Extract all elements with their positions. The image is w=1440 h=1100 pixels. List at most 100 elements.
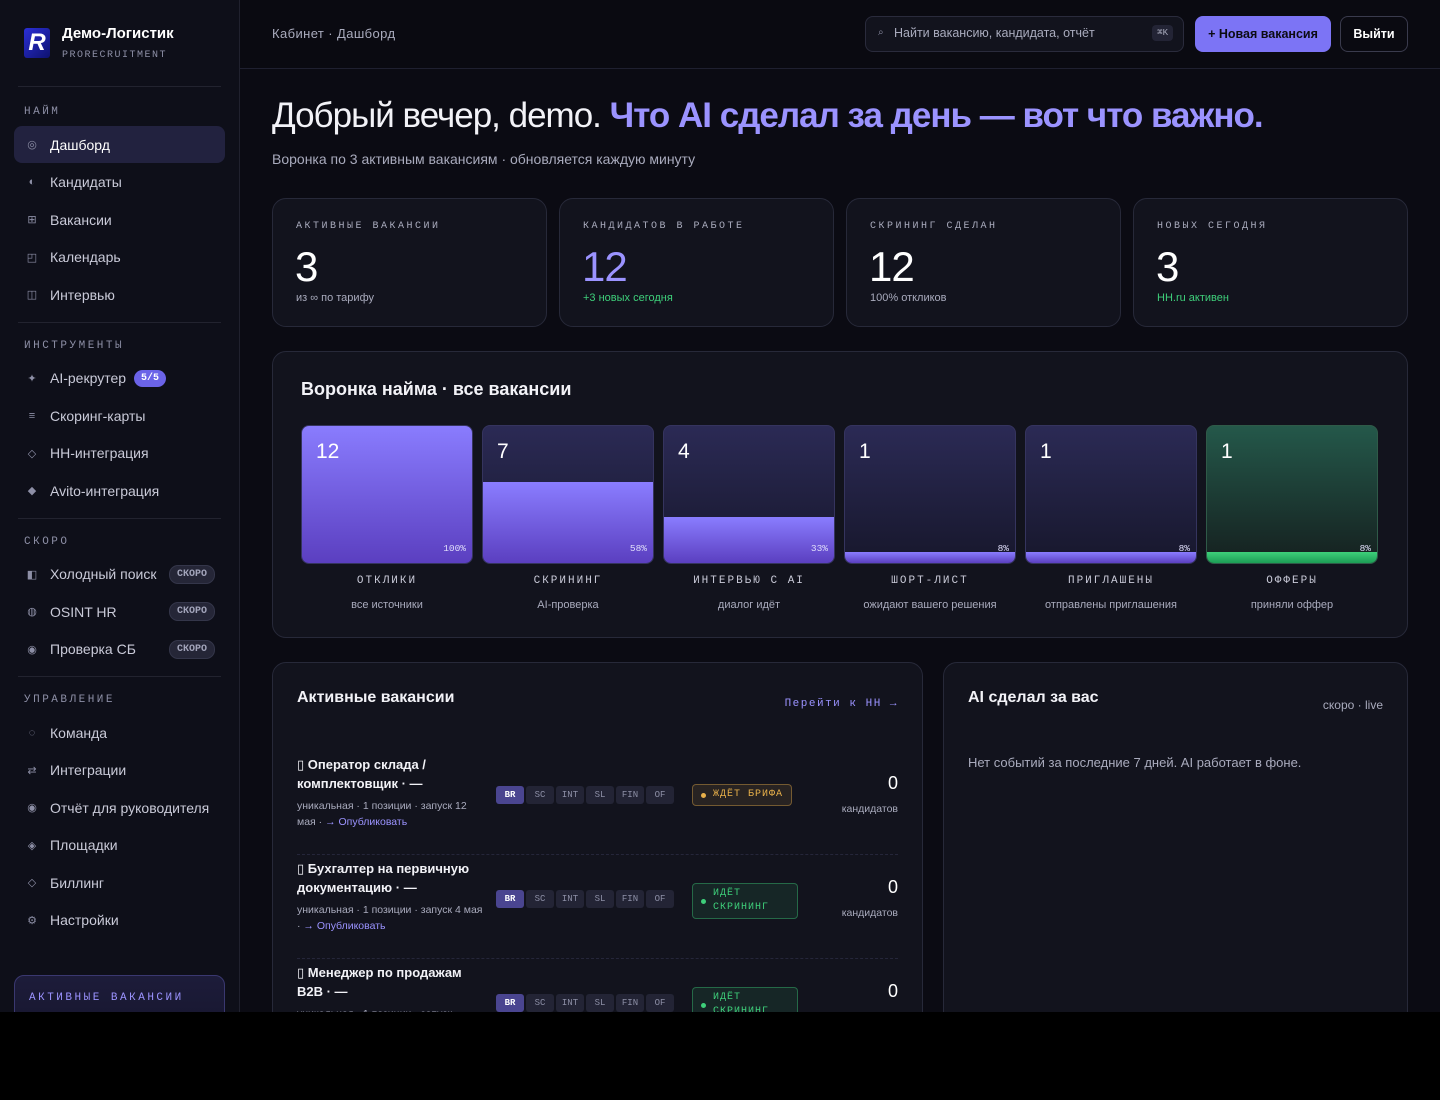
funnel-desc: ожидают вашего решения [863,599,997,611]
funnel-name: ИНТЕРВЬЮ С AI [693,575,805,587]
nav-item[interactable]: ◫ Интервью [14,276,225,313]
funnel-fill [483,482,653,563]
brand-sub: PRORECRUITMENT [62,50,168,61]
stage-chips: BR SC INT SL FIN OF [496,784,676,804]
status-dot [701,898,706,904]
vacancy-action[interactable]: → Опубликовать [303,920,386,932]
badge: СКОРО [168,602,215,621]
nav-icon: ◆ [27,485,37,497]
status: ЖДЁТ БРИФА [692,784,793,806]
funnel-desc: все источники [351,599,423,611]
nav-icon: ◍ [27,606,37,618]
search[interactable]: ⌕ Найти вакансию, кандидата, отчёт ⌘K [865,16,1184,52]
nav-label: Интервью [50,286,115,303]
nav-icon: ⚙ [27,914,37,927]
stat-value: 12 [869,243,915,290]
vacancy-icon: ▯ [297,965,305,980]
hero-subtitle: Воронка по 3 активным вакансиям · обновл… [272,151,696,167]
vacancy-count: 0 [887,877,898,897]
vacancy-row: ▯ Менеджер по продажам B2B · — уникальная… [297,959,898,1012]
vacancy-title-text: Менеджер по продажам B2B · — [297,965,462,999]
section-title: УПРАВЛЕНИЕ [24,694,116,706]
funnel-fill [1207,551,1377,563]
funnel-count: 12 [316,440,340,463]
section-title: НАЙМ [24,106,61,118]
nav-icon: ◈ [27,839,37,852]
status-dot [701,1002,706,1008]
nav-item[interactable]: ◍ OSINT HR СКОРО [14,593,225,630]
nav-icon: ◎ [27,139,37,151]
nav-item[interactable]: ◈ Площадки [14,827,225,864]
stage-chips: BR SC INT SL FIN OF [496,888,676,908]
stat-card: СКРИНИНГ СДЕЛАН 12 100% откликов [846,198,1121,327]
stat-label: СКРИНИНГ СДЕЛАН [870,221,998,232]
nav-label: HH-интеграция [50,445,149,461]
nav-label: Avito-интеграция [50,482,160,499]
kbd: ⌘K [1152,25,1173,41]
vacancy-meta: уникальная · 1 позиции · запуск 12 мая ·… [297,798,487,830]
funnel-share: 8% [1178,543,1190,554]
nav-item[interactable]: ◰ Календарь [14,239,225,276]
vacancy-title-text: Оператор склада / комплектовщик · — [297,757,426,791]
vacancy-count: 0 [887,981,898,1001]
nav-item[interactable]: ◇ Биллинг [14,864,225,901]
nav-item[interactable]: ⇄ Интеграции [14,752,225,789]
vacancy-row: ▯ Бухгалтер на первичную документацию · … [297,855,898,959]
nav-icon: ✦ [27,372,37,385]
stage-chip: BR [496,786,524,804]
badge: СКОРО [168,639,215,659]
nav-label: Дашборд [50,136,110,153]
nav-icon: ◉ [27,643,37,656]
stat-label: КАНДИДАТОВ В РАБОТЕ [583,221,745,232]
nav-item[interactable]: ✦ AI-рекрутер 5/5 [14,360,225,397]
nav-item[interactable]: ◌ Команда [14,714,225,751]
vacancies-link[interactable]: Перейти к HH → [784,698,898,710]
vacancy-title: ▯ Менеджер по продажам B2B · — [297,963,487,1001]
vacancies-card: Активные вакансии Перейти к HH → ▯ Операто… [272,662,923,1012]
ai-card: AI сделал за вас скоро · live Нет событий … [943,662,1408,1012]
main: Добрый вечер, demo. Что AI сделал за ден… [240,69,1440,1012]
stat-value: 3 [295,243,318,290]
vacancy-action[interactable]: → Опубликовать [325,816,408,828]
funnel-desc: диалог идёт [717,599,781,611]
stage-chip: SL [586,786,614,804]
vacancy-meta: уникальная · 1 позиции · запуск [297,1006,487,1012]
funnel-fill [664,517,834,563]
nav-item[interactable]: ◧ Холодный поиск СКОРО [14,556,225,593]
stage-chip: SC [526,994,554,1012]
nav-item[interactable]: ◉ Проверка СБ СКОРО [14,631,225,668]
funnel-name: СКРИНИНГ [533,575,603,587]
funnel-share: 58% [629,543,647,554]
funnel-stage: 4 33% [663,425,835,564]
primary-button[interactable]: + Новая вакансия [1195,16,1331,52]
stage-chips: BR SC INT SL FIN OF [496,992,676,1012]
stat-note: из ∞ по тарифу [296,292,374,304]
stat-card: АКТИВНЫЕ ВАКАНСИИ 3 из ∞ по тарифу [272,198,547,327]
vacancy-meta-text: уникальная · 1 позиции · запуск 4 мая · [297,904,483,932]
nav-item[interactable]: ◆ Avito-интеграция [14,472,225,509]
logout-button[interactable]: Выйти [1340,16,1408,52]
nav-item[interactable]: ◉ Отчёт для руководителя [14,789,225,826]
funnel-count: 4 [678,440,690,463]
nav-item[interactable]: ⊞ Вакансии [14,201,225,238]
stage-chip: SL [586,994,614,1012]
hero-title: Добрый вечер, demo. Что AI сделал за ден… [272,96,1264,136]
nav-item[interactable]: ◇ HH-интеграция [14,435,225,472]
status-text: ЖДЁТ БРИФА [713,789,784,800]
nav-item[interactable]: ◎ Дашборд [14,126,225,163]
hero-space [601,96,610,135]
nav-item[interactable]: ◐ Кандидаты [14,164,225,201]
stage-chip: FIN [616,994,644,1012]
search-placeholder: Найти вакансию, кандидата, отчёт [894,26,1095,40]
stat-note: 100% откликов [870,292,947,304]
nav-item[interactable]: ⚙ Настройки [14,902,225,939]
funnel-fill [302,426,472,563]
nav-item[interactable]: ≡ Скоринг-карты [14,397,225,434]
topbar: Кабинет · Дашборд ⌕ Найти вакансию, кандид… [240,0,1440,69]
stat-note: +3 новых сегодня [583,292,673,304]
vacancy-count-label: кандидатов [841,803,898,815]
stage-chip: OF [646,890,674,908]
divider [18,321,221,323]
nav-icon: ◌ [28,726,36,739]
status-dot [701,792,706,798]
